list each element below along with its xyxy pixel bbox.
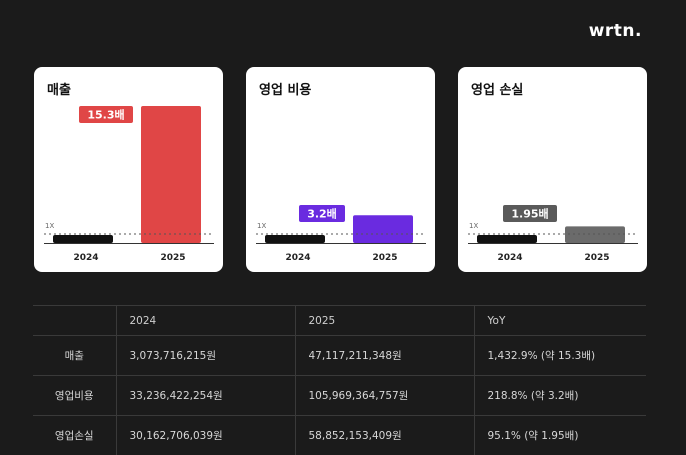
chart-title: 영업 손실: [471, 79, 523, 98]
table-header-cell: YoY: [474, 306, 646, 336]
wrtn-logo: wrtn.: [589, 21, 642, 41]
bar-2025: [141, 106, 201, 243]
operating-cost-chart-card: 1X 2024 2025 3.2배 영업 비용: [246, 67, 435, 272]
value-2025: 58,852,153,409원: [295, 416, 474, 455]
value-2025: 47,117,211,348원: [295, 336, 474, 376]
bar-2025: [353, 215, 413, 243]
table-header-cell: 2025: [295, 306, 474, 336]
reference-label: 1X: [257, 222, 266, 230]
value-2024: 33,236,422,254원: [116, 376, 295, 416]
chart-title: 영업 비용: [259, 79, 311, 98]
bar-2025: [565, 226, 625, 243]
category-label: 2024: [497, 253, 522, 263]
category-label: 2024: [285, 253, 310, 263]
row-label: 매출: [33, 336, 116, 376]
category-label: 2025: [372, 253, 397, 263]
value-2025: 105,969,364,757원: [295, 376, 474, 416]
table-header-cell: 2024: [116, 306, 295, 336]
bar-2024: [53, 235, 113, 243]
multiplier-label: 15.3배: [87, 108, 124, 122]
table-row: 영업비용 33,236,422,254원 105,969,364,757원 21…: [33, 376, 646, 416]
bar-2024: [265, 235, 325, 243]
bar-2024: [477, 235, 537, 243]
category-label: 2025: [584, 253, 609, 263]
row-label: 영업비용: [33, 376, 116, 416]
row-label: 영업손실: [33, 416, 116, 455]
value-yoy: 218.8% (약 3.2배): [474, 376, 646, 416]
table-header-row: 2024 2025 YoY: [33, 306, 646, 336]
operating-loss-chart-card: 1X 2024 2025 1.95배 영업 손실: [458, 67, 647, 272]
table-row: 매출 3,073,716,215원 47,117,211,348원 1,432.…: [33, 336, 646, 376]
multiplier-label: 3.2배: [307, 207, 337, 221]
reference-label: 1X: [469, 222, 478, 230]
value-yoy: 95.1% (약 1.95배): [474, 416, 646, 455]
chart-title: 매출: [47, 79, 71, 98]
revenue-chart-card: 1X 2024 2025 15.3배 매출: [34, 67, 223, 272]
reference-label: 1X: [45, 222, 54, 230]
category-label: 2025: [160, 253, 185, 263]
value-2024: 3,073,716,215원: [116, 336, 295, 376]
financial-table: 2024 2025 YoY 매출 3,073,716,215원 47,117,2…: [33, 305, 646, 455]
category-label: 2024: [73, 253, 98, 263]
value-yoy: 1,432.9% (약 15.3배): [474, 336, 646, 376]
value-2024: 30,162,706,039원: [116, 416, 295, 455]
multiplier-label: 1.95배: [511, 207, 548, 221]
table-header-cell: [33, 306, 116, 336]
table-row: 영업손실 30,162,706,039원 58,852,153,409원 95.…: [33, 416, 646, 455]
